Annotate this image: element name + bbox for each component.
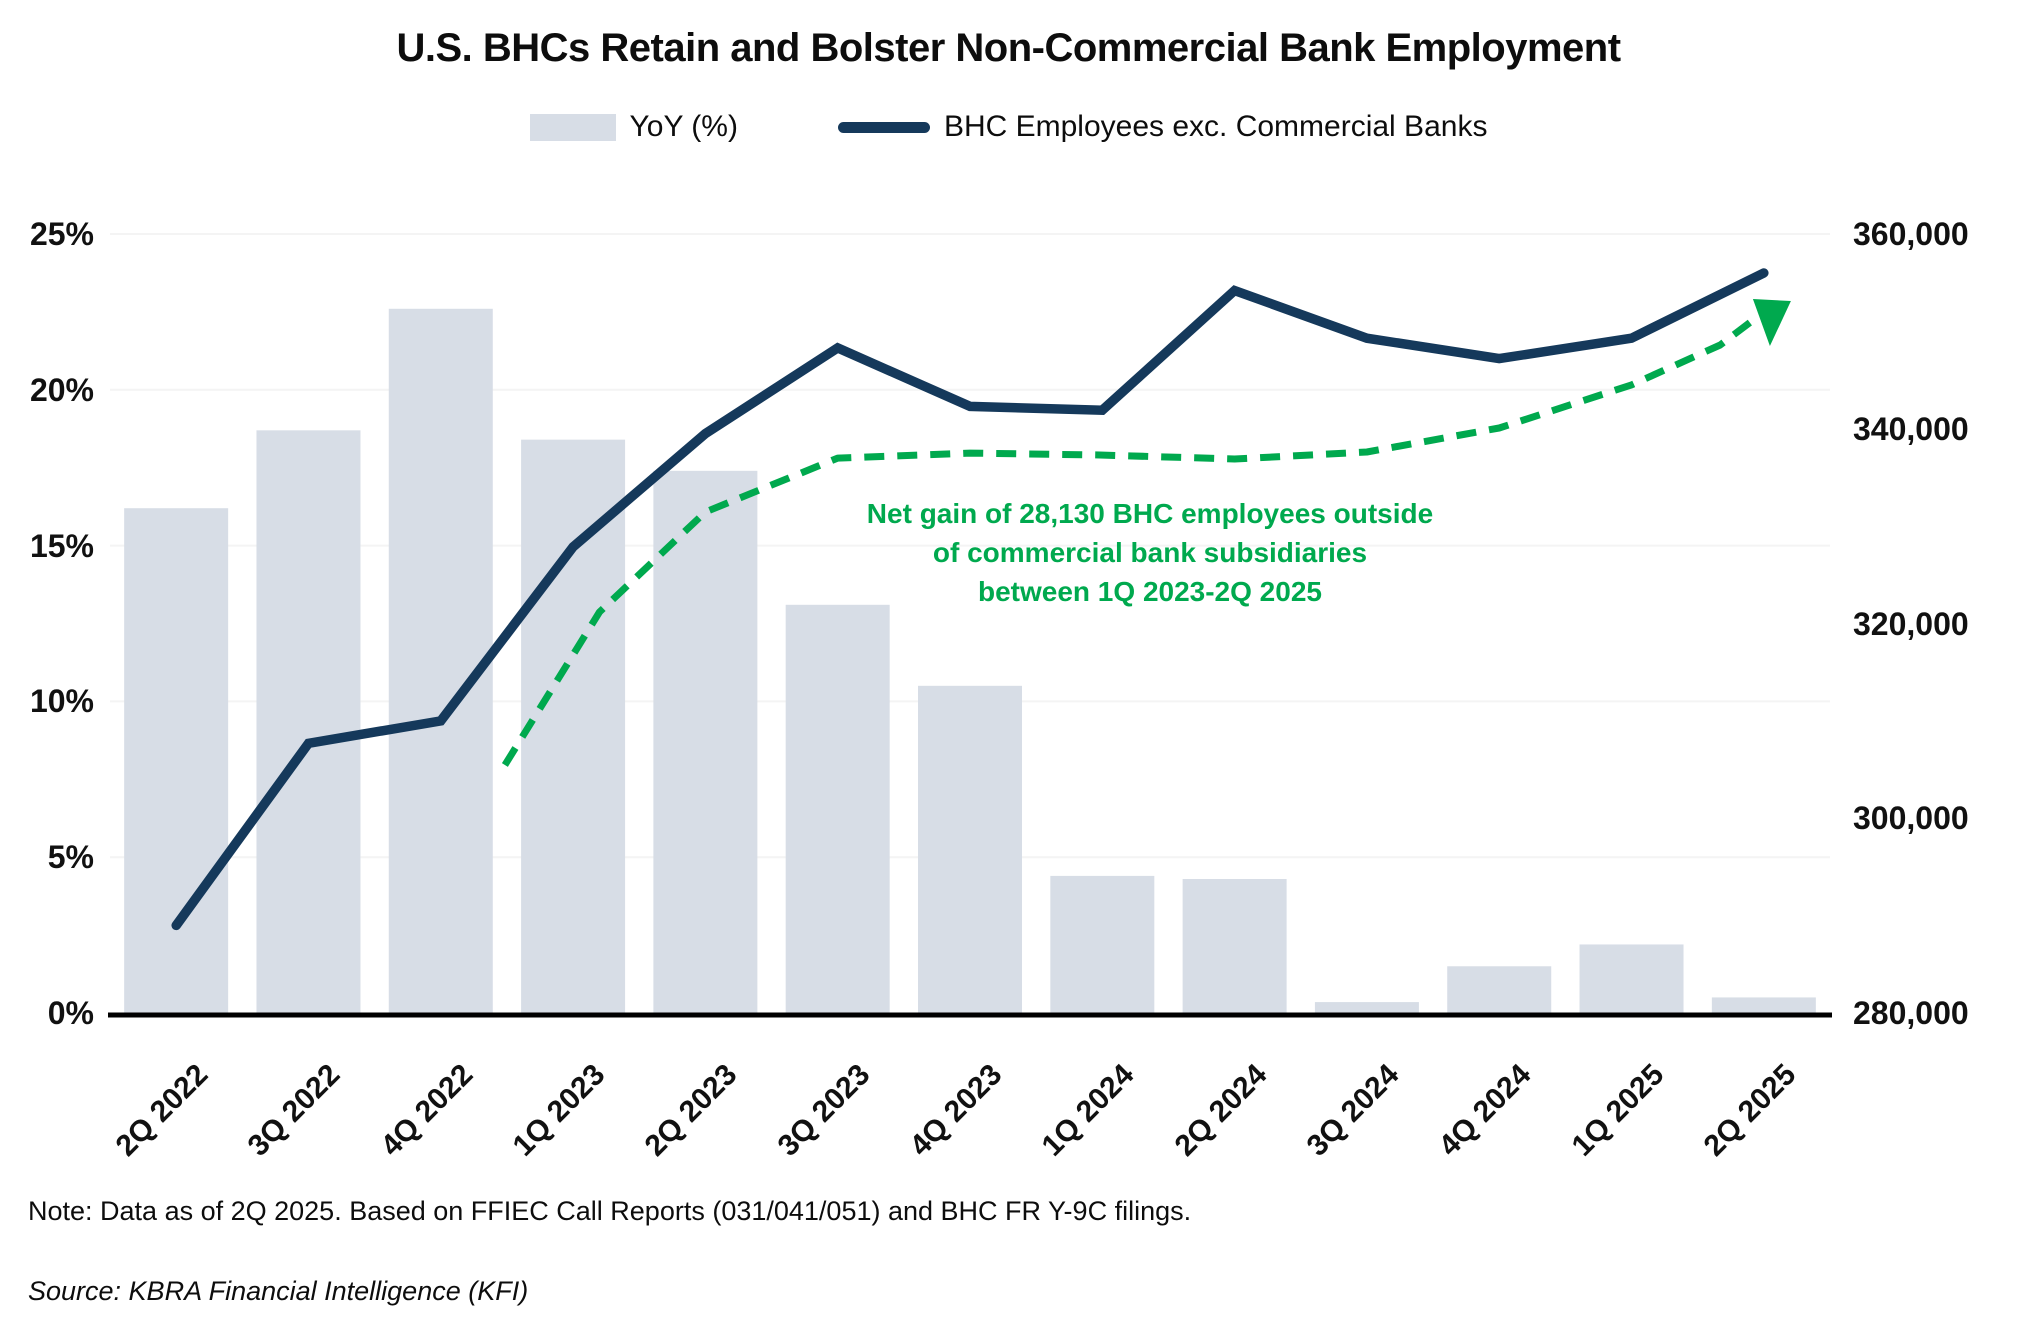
trend-arrow-dashed-line xyxy=(501,315,1759,767)
y-axis-right-tick: 280,000 xyxy=(1853,995,1969,1031)
employees-line xyxy=(171,268,1769,931)
yoy-bar xyxy=(1711,997,1816,1013)
annotation-line-1: Net gain of 28,130 BHC employees outside xyxy=(866,498,1434,529)
y-axis-left-tick: 25% xyxy=(29,216,94,252)
trend-arrowhead-icon xyxy=(1752,299,1791,347)
legend-line-swatch xyxy=(837,121,930,133)
y-axis-right-tick: 320,000 xyxy=(1853,605,1969,642)
yoy-bar xyxy=(1050,875,1155,1013)
legend-bar-label: YoY (%) xyxy=(629,110,738,143)
legend-line-label: BHC Employees exc. Commercial Banks xyxy=(943,110,1488,143)
yoy-bar xyxy=(1182,879,1287,1013)
footnote: Note: Data as of 2Q 2025. Based on FFIEC… xyxy=(28,1196,1192,1226)
yoy-bar xyxy=(388,308,493,1013)
source-line: Source: KBRA Financial Intelligence (KFI… xyxy=(28,1276,529,1306)
yoy-bar xyxy=(918,685,1022,1013)
y-axis-left-tick: 15% xyxy=(29,527,94,564)
chart-title: U.S. BHCs Retain and Bolster Non-Commerc… xyxy=(396,26,1621,70)
y-axis-left-tick: 20% xyxy=(29,371,94,408)
net-gain-annotation: Net gain of 28,130 BHC employees outside… xyxy=(858,494,1442,611)
yoy-bar xyxy=(1579,944,1684,1013)
y-axis-right-tick: 300,000 xyxy=(1853,800,1969,837)
annotation-line-2: of commercial bank subsidiaries xyxy=(932,537,1368,568)
yoy-bar xyxy=(521,439,626,1013)
yoy-bar xyxy=(256,430,361,1014)
yoy-bar xyxy=(124,508,229,1013)
y-axis-left-tick: 10% xyxy=(29,683,94,720)
y-axis-right-tick: 360,000 xyxy=(1853,216,1969,252)
annotation-line-3: between 1Q 2023-2Q 2025 xyxy=(978,576,1322,607)
legend: YoY (%) BHC Employees exc. Commercial Ba… xyxy=(0,110,2017,144)
yoy-bar xyxy=(785,604,890,1013)
y-axis-right-tick: 340,000 xyxy=(1853,410,1969,447)
yoy-bar xyxy=(653,470,758,1013)
y-axis-left-tick: 5% xyxy=(47,839,94,876)
y-axis-left-tick: 0% xyxy=(47,995,94,1031)
yoy-bar xyxy=(1447,966,1552,1013)
legend-bar-swatch xyxy=(529,113,616,141)
yoy-bar xyxy=(1314,1002,1419,1013)
